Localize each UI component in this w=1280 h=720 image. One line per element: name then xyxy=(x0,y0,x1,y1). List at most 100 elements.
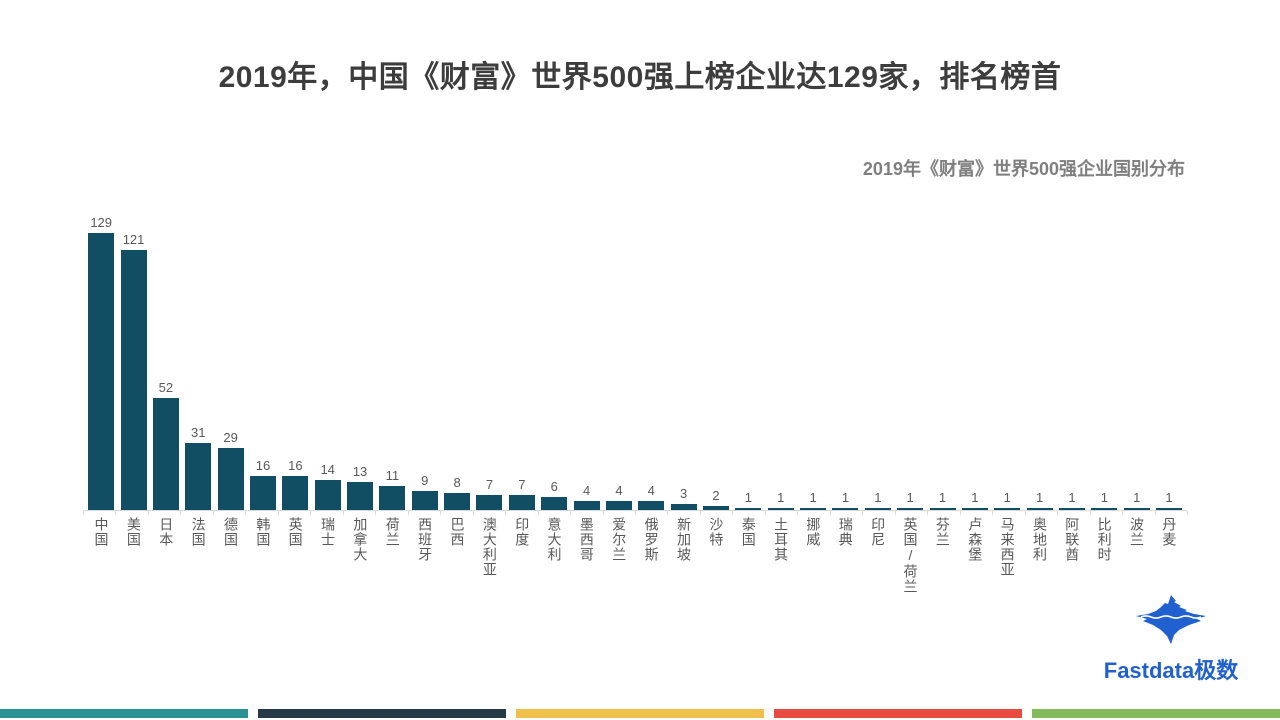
category-cell: 丹麦 xyxy=(1153,517,1185,594)
bar-value-label: 1 xyxy=(1165,490,1173,505)
category-label: 墨西哥 xyxy=(578,517,595,562)
category-label: 韩国 xyxy=(255,517,272,547)
x-axis-tick xyxy=(667,511,669,515)
x-axis-tick xyxy=(472,511,474,515)
bar-value-label: 14 xyxy=(320,462,335,477)
category-cell: 意大利 xyxy=(538,517,570,594)
category-cell: 墨西哥 xyxy=(570,517,602,594)
bar xyxy=(994,508,1021,510)
category-cell: 俄罗斯 xyxy=(635,517,667,594)
category-label: 瑞典 xyxy=(837,517,854,547)
category-label: 阿联酋 xyxy=(1064,517,1081,562)
x-axis-tick xyxy=(764,511,766,515)
category-label: 西班牙 xyxy=(417,517,434,562)
category-cell: 德国 xyxy=(214,517,246,594)
x-axis-tick xyxy=(245,511,247,515)
category-cell: 澳大利亚 xyxy=(473,517,505,594)
footer-stripe xyxy=(774,709,1022,718)
x-axis-tick xyxy=(375,511,377,515)
category-cell: 美国 xyxy=(117,517,149,594)
category-label: 德国 xyxy=(222,517,239,547)
bar xyxy=(541,497,568,510)
bar-value-label: 16 xyxy=(288,458,303,473)
x-axis-tick xyxy=(1089,511,1091,515)
bar-value-label: 7 xyxy=(485,477,494,492)
category-label: 法国 xyxy=(190,517,207,547)
bar xyxy=(185,443,212,510)
bar-value-label: 1 xyxy=(1068,490,1076,505)
bar xyxy=(961,508,988,510)
category-label: 日本 xyxy=(158,517,175,547)
category-label: 马来西亚 xyxy=(999,517,1016,577)
bar-value-label: 1 xyxy=(971,490,979,505)
bar xyxy=(314,480,341,510)
x-axis-tick xyxy=(1024,511,1026,515)
category-label: 美国 xyxy=(125,517,142,547)
bar xyxy=(1091,508,1118,510)
bar-value-label: 1 xyxy=(1100,490,1108,505)
bar-column: 31 xyxy=(182,200,214,510)
category-label: 泰国 xyxy=(740,517,757,547)
bar-value-label: 29 xyxy=(223,430,238,445)
bar-value-label: 121 xyxy=(122,232,145,247)
category-label: 巴西 xyxy=(449,517,466,547)
x-axis-tick xyxy=(1187,511,1188,515)
x-axis-tick xyxy=(959,511,961,515)
x-axis-tick xyxy=(407,511,409,515)
bar-column: 29 xyxy=(214,200,246,510)
bar xyxy=(411,491,438,510)
category-cell: 瑞典 xyxy=(829,517,861,594)
bar-column: 1 xyxy=(1088,200,1120,510)
bar-value-label: 4 xyxy=(615,483,623,498)
bar-value-label: 1 xyxy=(906,490,914,505)
bar-column: 121 xyxy=(117,200,149,510)
category-label: 比利时 xyxy=(1096,517,1113,562)
category-cell: 印尼 xyxy=(862,517,894,594)
bar xyxy=(1123,508,1150,510)
bar-column: 1 xyxy=(1056,200,1088,510)
category-cell: 西班牙 xyxy=(409,517,441,594)
bar-value-label: 3 xyxy=(680,486,688,501)
bar-column: 4 xyxy=(635,200,667,510)
bar-column: 4 xyxy=(603,200,635,510)
category-label: 意大利 xyxy=(546,517,563,562)
footer-stripe xyxy=(1032,709,1280,718)
category-label: 芬兰 xyxy=(934,517,951,547)
category-label: 波兰 xyxy=(1129,517,1146,547)
bar-column: 1 xyxy=(732,200,764,510)
x-axis-tick xyxy=(1154,511,1156,515)
bar-column: 1 xyxy=(991,200,1023,510)
category-cell: 挪威 xyxy=(797,517,829,594)
bar-value-label: 1 xyxy=(841,490,850,505)
chart-title: 2019年《财富》世界500强企业国别分布 xyxy=(862,159,1185,179)
category-cell: 英国 xyxy=(279,517,311,594)
x-axis-tick xyxy=(797,511,799,515)
bar-column: 2 xyxy=(700,200,732,510)
x-axis-tick xyxy=(537,511,539,515)
bar xyxy=(120,250,147,510)
x-axis-tick xyxy=(570,511,572,515)
category-label: 俄罗斯 xyxy=(643,517,660,562)
category-cell: 奥地利 xyxy=(1023,517,1055,594)
x-axis-tick xyxy=(862,511,864,515)
bar-column: 1 xyxy=(797,200,829,510)
bar-column: 1 xyxy=(959,200,991,510)
category-cell: 荷兰 xyxy=(376,517,408,594)
category-label: 印度 xyxy=(514,517,531,547)
bar-value-label: 4 xyxy=(582,483,591,498)
bar-value-label: 31 xyxy=(191,425,206,440)
category-label: 土耳其 xyxy=(773,517,790,562)
bar-column: 11 xyxy=(376,200,408,510)
category-label: 瑞士 xyxy=(320,517,337,547)
category-cell: 爱尔兰 xyxy=(603,517,635,594)
bar-column: 1 xyxy=(1023,200,1055,510)
bar xyxy=(767,508,794,510)
bar-column: 1 xyxy=(829,200,861,510)
x-axis-line xyxy=(83,510,1188,516)
bar-column: 7 xyxy=(473,200,505,510)
x-axis-tick xyxy=(992,511,994,515)
bar-value-label: 1 xyxy=(1133,490,1141,505)
category-cell: 泰国 xyxy=(732,517,764,594)
logo-text: Fastdata极数 xyxy=(1103,658,1239,683)
bar xyxy=(152,398,179,510)
